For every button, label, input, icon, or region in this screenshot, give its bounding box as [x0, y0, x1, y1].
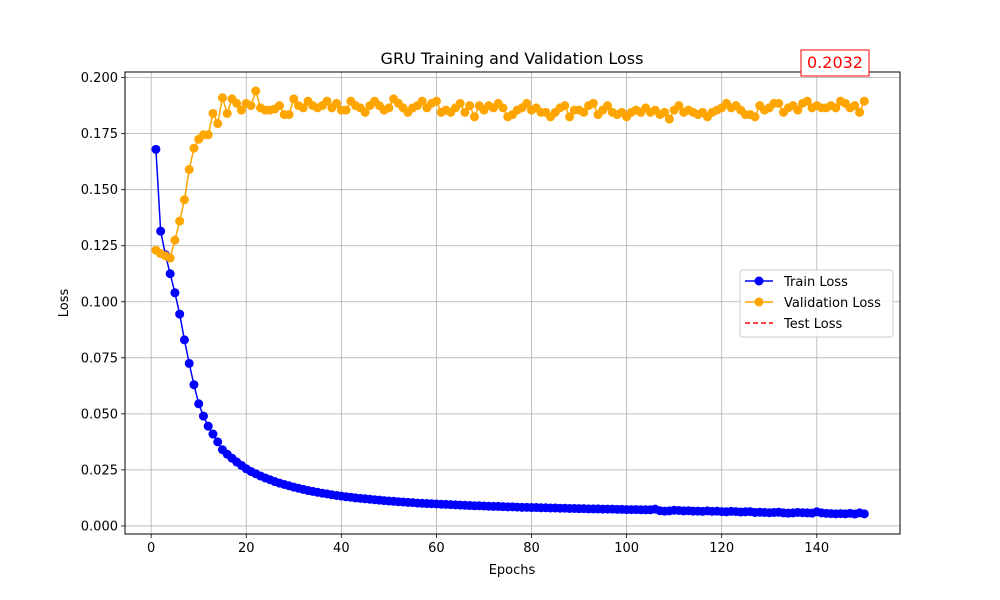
train-loss-point — [203, 421, 213, 431]
legend-validation-label: Validation Loss — [784, 296, 881, 311]
y-tick-label: 0.125 — [81, 239, 118, 254]
validation-loss-point — [855, 107, 865, 117]
validation-loss-point — [465, 101, 475, 111]
validation-loss-point — [298, 103, 308, 113]
validation-loss-point — [289, 94, 299, 104]
train-loss-point — [198, 411, 208, 421]
validation-loss-point — [674, 101, 684, 111]
validation-loss-point — [275, 101, 285, 111]
train-loss-point — [151, 144, 161, 154]
validation-loss-point — [560, 101, 570, 111]
validation-loss-point — [203, 130, 213, 140]
train-loss-point — [184, 358, 194, 368]
validation-loss-point — [236, 105, 246, 115]
validation-loss-point — [469, 112, 479, 122]
validation-loss-point — [175, 216, 185, 226]
legend-validation-marker — [754, 297, 764, 307]
validation-loss-point — [232, 98, 242, 108]
train-loss-point — [165, 269, 175, 279]
legend-box — [739, 269, 894, 338]
x-tick-label: 40 — [333, 541, 350, 556]
x-tick-label: 100 — [614, 541, 639, 556]
validation-loss-point — [217, 93, 227, 103]
x-tick-label: 0 — [147, 541, 155, 556]
annotation-box-border — [800, 49, 870, 77]
validation-loss-point — [603, 101, 613, 111]
validation-loss-point — [588, 98, 598, 108]
x-tick-label: 80 — [523, 541, 540, 556]
validation-loss-point — [565, 112, 575, 122]
validation-loss-point — [774, 98, 784, 108]
validation-loss-point — [460, 107, 470, 117]
y-tick-label: 0.100 — [81, 295, 118, 310]
y-tick-label: 0.175 — [81, 127, 118, 142]
validation-loss-point — [498, 103, 508, 113]
train-loss-point — [175, 309, 185, 319]
validation-loss-point — [213, 119, 223, 129]
validation-loss-point — [455, 98, 465, 108]
legend-train-label: Train Loss — [783, 275, 848, 290]
train-loss-point — [213, 437, 223, 447]
validation-loss-point — [341, 105, 351, 115]
legend-train-marker — [754, 276, 764, 286]
validation-loss-point — [222, 108, 232, 118]
x-axis-ticks: 0 20 40 60 80 100 120 140 — [147, 534, 829, 556]
validation-loss-point — [850, 101, 860, 111]
validation-loss-point — [184, 165, 194, 175]
y-tick-label: 0.050 — [81, 407, 118, 422]
legend: Train Loss Validation Loss Test Loss — [739, 269, 894, 338]
y-tick-label: 0.200 — [81, 71, 118, 86]
plot-frame — [124, 71, 901, 535]
series-layer — [151, 86, 869, 519]
validation-loss-point — [431, 96, 441, 106]
validation-loss-point — [750, 112, 760, 122]
validation-loss-point — [522, 98, 532, 108]
x-tick-label: 120 — [709, 541, 734, 556]
validation-loss-point — [208, 108, 218, 118]
y-tick-label: 0.150 — [81, 183, 118, 198]
validation-loss-point — [802, 96, 812, 106]
x-tick-label: 60 — [428, 541, 445, 556]
x-tick-label: 140 — [804, 541, 829, 556]
annotation-text: 0.2032 — [807, 53, 863, 72]
validation-loss-point — [579, 107, 589, 117]
train-loss-point — [859, 509, 869, 519]
validation-loss-point — [417, 96, 427, 106]
x-axis-label: Epochs — [489, 563, 536, 578]
validation-loss-point — [322, 96, 332, 106]
y-axis-ticks: 0.000 0.025 0.050 0.075 0.100 0.125 0.150 0.175… — [81, 71, 125, 534]
train-loss-point — [189, 380, 199, 390]
train-loss-point — [179, 335, 189, 345]
train-loss-point — [156, 226, 166, 236]
validation-loss-point — [246, 101, 256, 111]
y-tick-label: 0.075 — [81, 351, 118, 366]
validation-loss-point — [384, 103, 394, 113]
x-tick-label: 20 — [238, 541, 255, 556]
validation-loss-point — [859, 96, 869, 106]
validation-loss-point — [170, 235, 180, 245]
y-axis-label: Loss — [57, 289, 72, 318]
validation-loss-point — [332, 98, 342, 108]
train-loss-point — [194, 399, 204, 409]
validation-loss-point — [360, 107, 370, 117]
grid — [125, 72, 900, 534]
annotation-box: 0.2032 — [800, 49, 870, 77]
validation-loss-point — [831, 103, 841, 113]
validation-loss-point — [664, 114, 674, 124]
y-tick-label: 0.000 — [81, 519, 118, 534]
validation-loss-point — [660, 107, 670, 117]
validation-loss-point — [165, 253, 175, 263]
y-tick-label: 0.025 — [81, 463, 118, 478]
legend-test-label: Test Loss — [783, 317, 842, 332]
chart-title: GRU Training and Validation Loss — [381, 49, 644, 68]
validation-loss-point — [251, 86, 261, 96]
validation-loss-point — [179, 195, 189, 205]
validation-loss-point — [284, 110, 294, 120]
train-loss-point — [208, 429, 218, 439]
validation-loss-point — [793, 105, 803, 115]
train-loss-point — [170, 288, 180, 298]
validation-loss-point — [189, 143, 199, 153]
